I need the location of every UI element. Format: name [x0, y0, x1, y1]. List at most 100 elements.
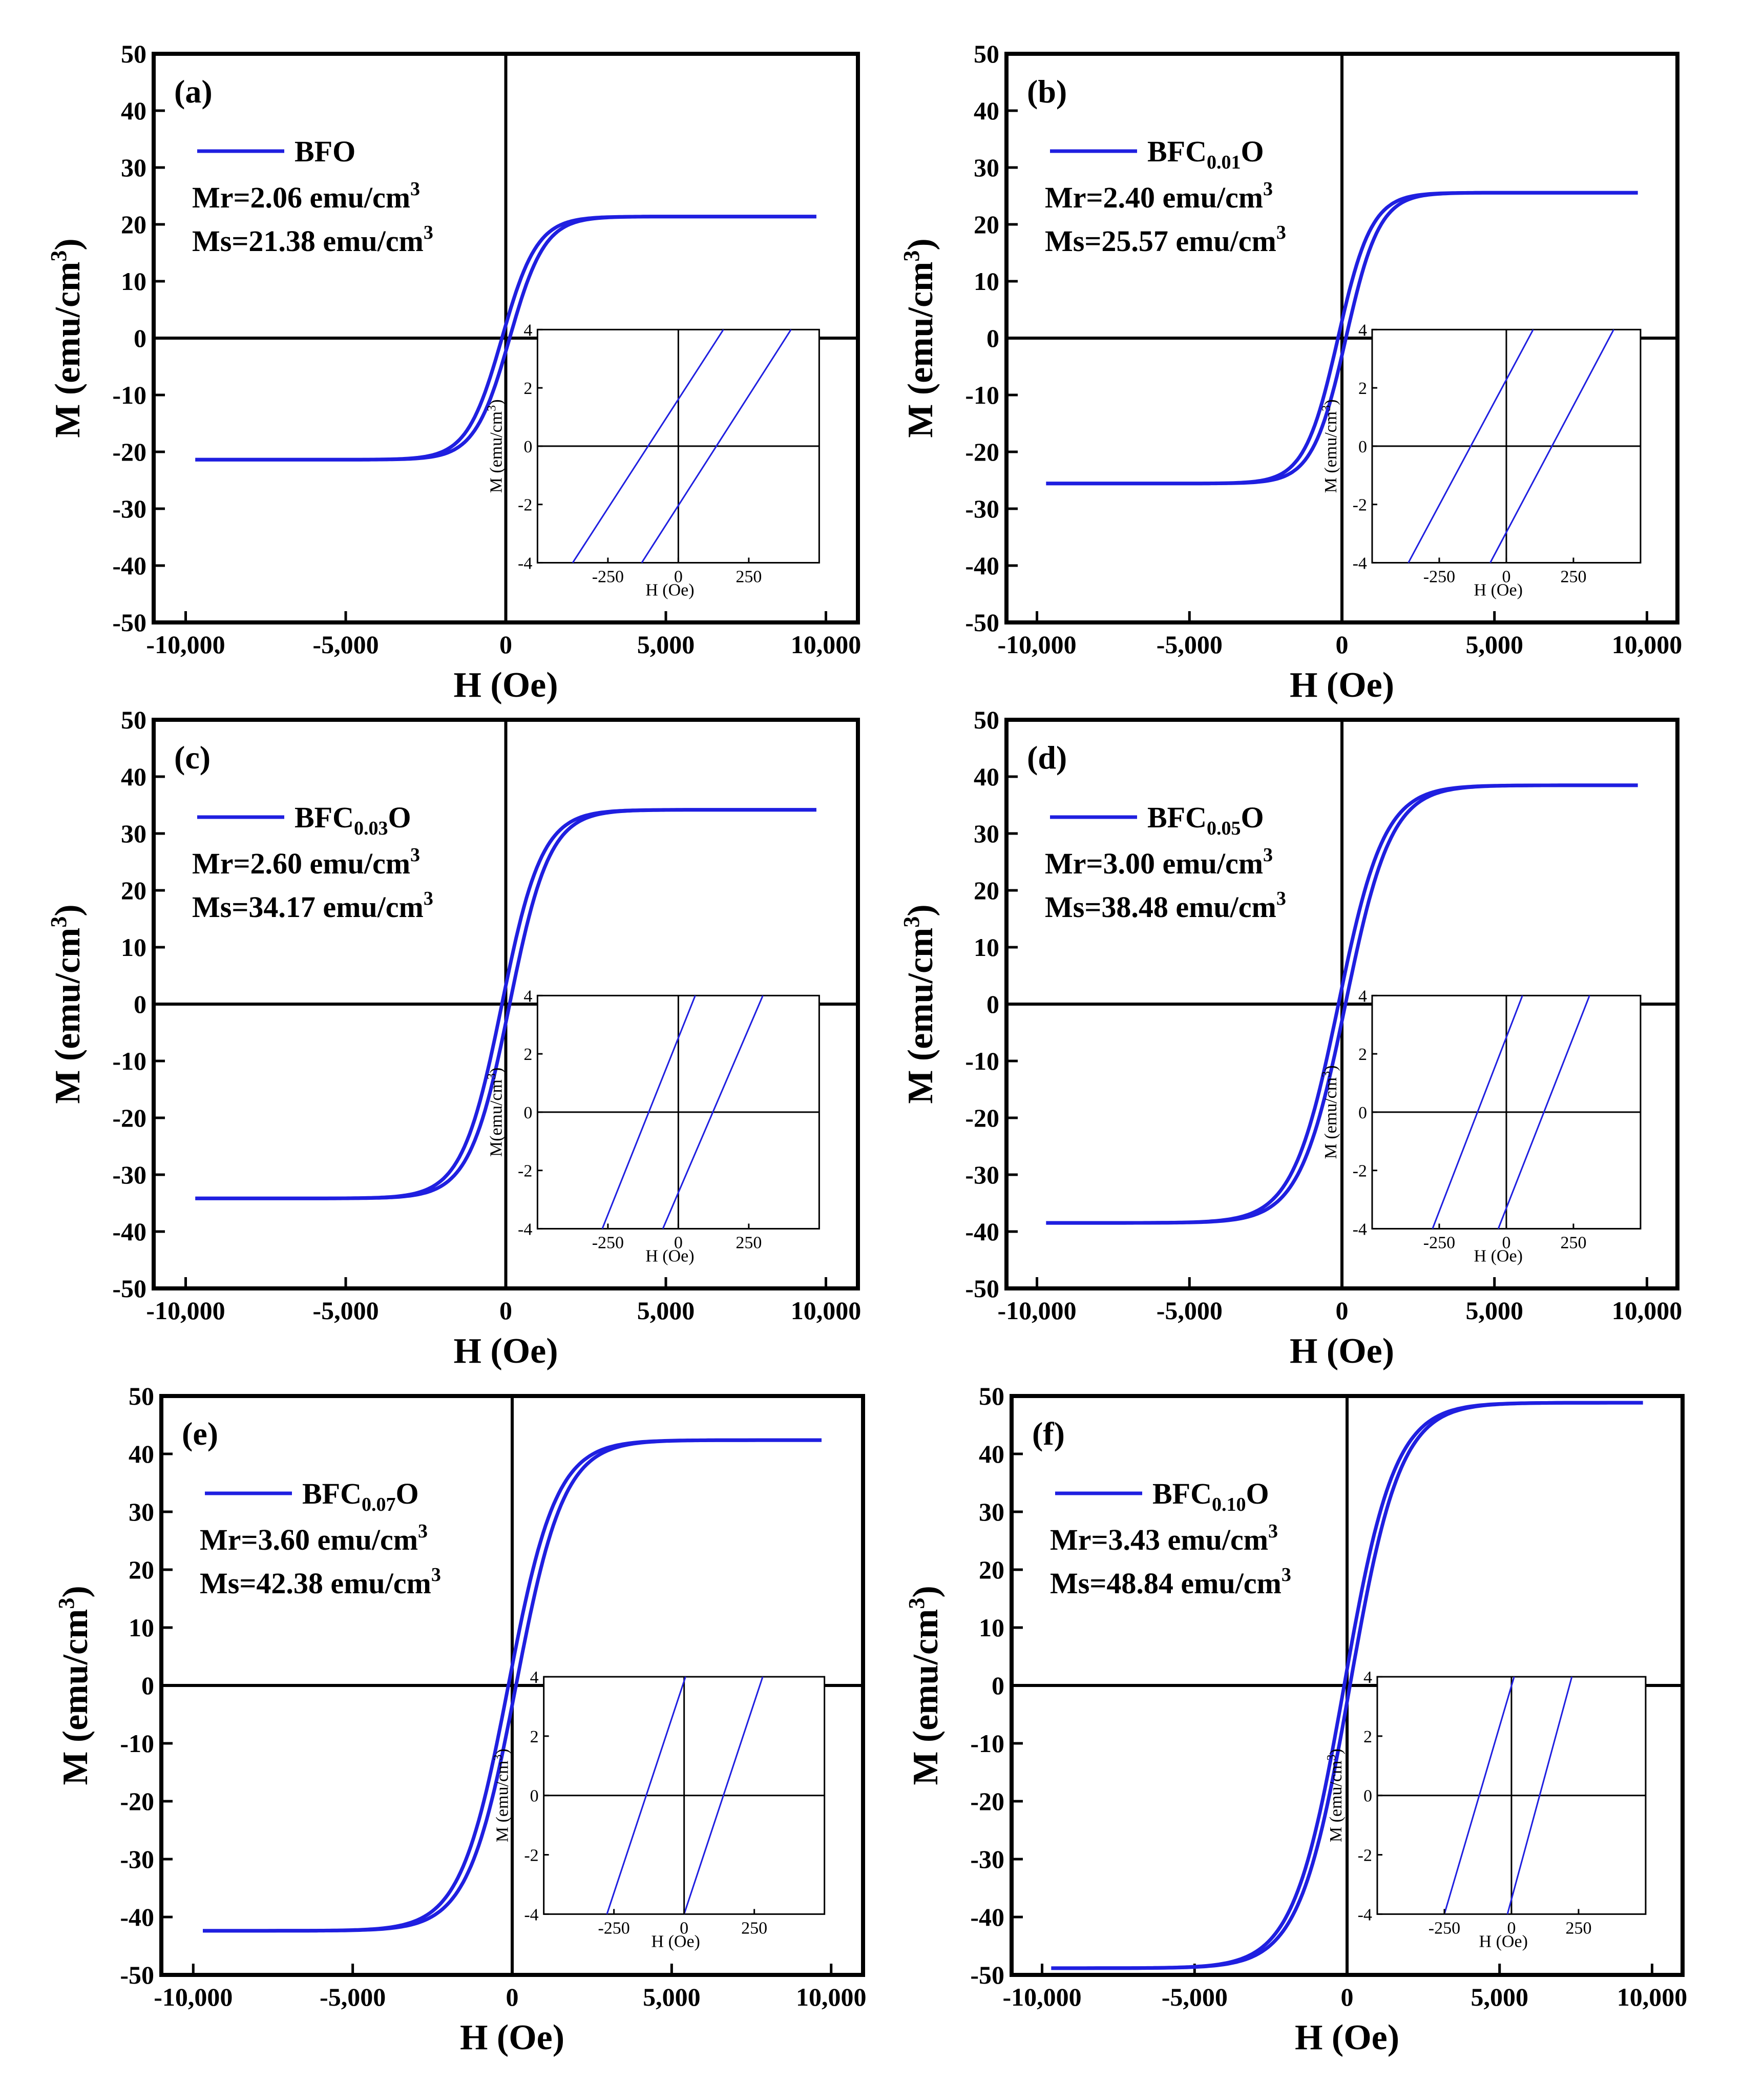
x-tick-label: 10,000	[796, 1983, 867, 2011]
y-tick-label: -20	[112, 1103, 146, 1132]
y-tick-label: -40	[120, 1903, 154, 1931]
plot-frame	[152, 52, 860, 624]
y-tick-label: 50	[121, 39, 146, 68]
inset-y-tick-label: 4	[1363, 1668, 1372, 1687]
y-tick-label: 50	[121, 705, 146, 734]
inset-x-tick-label: 0	[1502, 1233, 1510, 1252]
inset-descending-line	[606, 1676, 686, 1914]
inset-y-tick-label: 0	[1363, 1787, 1372, 1806]
inset: -250 0 250 -4 -2 0 2 4 H (Oe) M (emu/cm3)	[1320, 321, 1642, 599]
inset-y-tick-label: -4	[1358, 1905, 1372, 1924]
y-tick-label: 40	[979, 1440, 1004, 1468]
y-tick-label: 30	[121, 153, 146, 182]
inset-y-title: M (emu/cm3)	[1320, 399, 1340, 493]
inset-y-tick-label: 4	[523, 321, 532, 340]
inset-y-tick-label: 2	[530, 1727, 539, 1746]
x-tick-label: 10,000	[791, 630, 862, 659]
y-tick-label: 10	[974, 933, 999, 962]
inset-y-tick-label: -2	[1353, 1162, 1367, 1181]
plot-frame	[1004, 52, 1679, 624]
y-tick-label: -30	[112, 494, 146, 523]
inset-y-tick-label: -2	[518, 496, 532, 515]
inset-y-tick-label: 4	[523, 987, 532, 1006]
inset-x-tick-label: 250	[1560, 1233, 1586, 1252]
x-axis-title: H (Oe)	[453, 1331, 558, 1371]
x-tick-label: -5,000	[312, 630, 379, 659]
x-axis-title: H (Oe)	[1290, 665, 1394, 705]
panel-b: -10,000 -5,000 0 5,000 10,000-50-40-30-20-10…	[899, 39, 1682, 705]
inset-x-tick-label: 0	[674, 567, 683, 586]
inset-ascending-line	[662, 995, 764, 1230]
legend-label: BFC0.01O	[1147, 135, 1264, 173]
y-axis-title: M (emu/cm3)	[899, 238, 940, 438]
mr-annotation: Mr=3.60 emu/cm3	[200, 1520, 428, 1556]
x-tick-label: 0	[1336, 630, 1349, 659]
ms-annotation: Ms=48.84 emu/cm3	[1050, 1564, 1291, 1600]
inset-x-tick-label: 250	[736, 567, 762, 586]
y-tick-label: 40	[121, 762, 146, 791]
x-tick-label: 0	[499, 630, 512, 659]
x-tick-label: 5,000	[1471, 1983, 1528, 2011]
y-tick-label: -50	[970, 1961, 1004, 1989]
legend-label: BFO	[295, 135, 355, 168]
x-tick-label: 5,000	[637, 1296, 695, 1325]
x-tick-label: 5,000	[637, 630, 695, 659]
inset-y-tick-label: -2	[524, 1846, 538, 1865]
inset-y-title: M (emu/cm3)	[1320, 1065, 1340, 1159]
ms-annotation: Ms=38.48 emu/cm3	[1045, 888, 1286, 924]
x-tick-label: 0	[1341, 1983, 1354, 2011]
loop-descending-branch	[203, 1438, 822, 1933]
ms-annotation: Ms=25.57 emu/cm3	[1045, 222, 1286, 258]
y-tick-label: 30	[979, 1497, 1004, 1526]
y-tick-label: 10	[121, 267, 146, 296]
inset-x-tick-label: 0	[680, 1919, 688, 1938]
y-tick-label: 30	[974, 819, 999, 848]
y-tick-label: 0	[986, 990, 999, 1018]
y-tick-label: -20	[112, 438, 146, 466]
y-tick-label: -10	[112, 1047, 146, 1075]
y-tick-label: -30	[112, 1160, 146, 1189]
x-tick-label: -10,000	[146, 630, 225, 659]
x-tick-label: 10,000	[791, 1296, 862, 1325]
y-tick-label: 0	[134, 324, 146, 352]
x-tick-label: -5,000	[312, 1296, 379, 1325]
y-axis-title: M (emu/cm3)	[899, 904, 940, 1103]
inset-x-tick-label: 250	[736, 1233, 762, 1252]
mr-annotation: Mr=2.06 emu/cm3	[192, 178, 420, 214]
mr-annotation: Mr=2.60 emu/cm3	[192, 844, 420, 880]
plot-frame	[1004, 718, 1679, 1290]
inset-y-tick-label: 4	[1358, 321, 1367, 340]
inset-descending-line	[1443, 1676, 1515, 1914]
y-tick-label: -30	[120, 1845, 154, 1873]
x-tick-label: 10,000	[1612, 630, 1683, 659]
inset-y-tick-label: 2	[523, 379, 532, 398]
inset-descending-line	[601, 995, 696, 1230]
inset-y-tick-label: -4	[518, 1220, 532, 1239]
inset-x-tick-label: -250	[1423, 567, 1455, 586]
plot-frame	[152, 718, 860, 1290]
inset: -250 0 250 -4 -2 0 2 4 H (Oe) M (emu/cm3)	[1325, 1668, 1647, 1951]
inset-y-tick-label: 2	[1358, 379, 1367, 398]
y-tick-label: 30	[121, 819, 146, 848]
y-tick-label: -50	[112, 1274, 146, 1303]
loop-descending-branch	[1046, 191, 1638, 486]
x-tick-label: 0	[499, 1296, 512, 1325]
mr-annotation: Mr=3.00 emu/cm3	[1045, 844, 1273, 880]
inset: -250 0 250 -4 -2 0 2 4 H (Oe) M (emu/cm3)	[492, 1668, 826, 1951]
inset-y-tick-label: 4	[1358, 987, 1367, 1006]
inset-y-tick-label: -2	[518, 1162, 532, 1181]
inset-y-tick-label: -4	[1353, 1220, 1367, 1239]
y-tick-label: -40	[112, 551, 146, 580]
y-tick-label: 20	[979, 1555, 1004, 1584]
inset-y-title: M (emu/cm3)	[1325, 1748, 1346, 1842]
loop-descending-branch	[1051, 1401, 1643, 1970]
y-tick-label: 40	[974, 96, 999, 125]
y-tick-label: -50	[120, 1961, 154, 1989]
inset-y-tick-label: 0	[523, 1103, 532, 1122]
x-axis-title: H (Oe)	[1290, 1331, 1394, 1371]
x-tick-label: -10,000	[154, 1983, 233, 2011]
inset-x-tick-label: 0	[674, 1233, 683, 1252]
panel-c: -10,000 -5,000 0 5,000 10,000-50-40-30-20-10…	[46, 705, 861, 1371]
panel-a: -10,000 -5,000 0 5,000 10,000-50-40-30-20-10…	[46, 39, 861, 705]
inset-x-title: H (Oe)	[652, 1932, 700, 1951]
